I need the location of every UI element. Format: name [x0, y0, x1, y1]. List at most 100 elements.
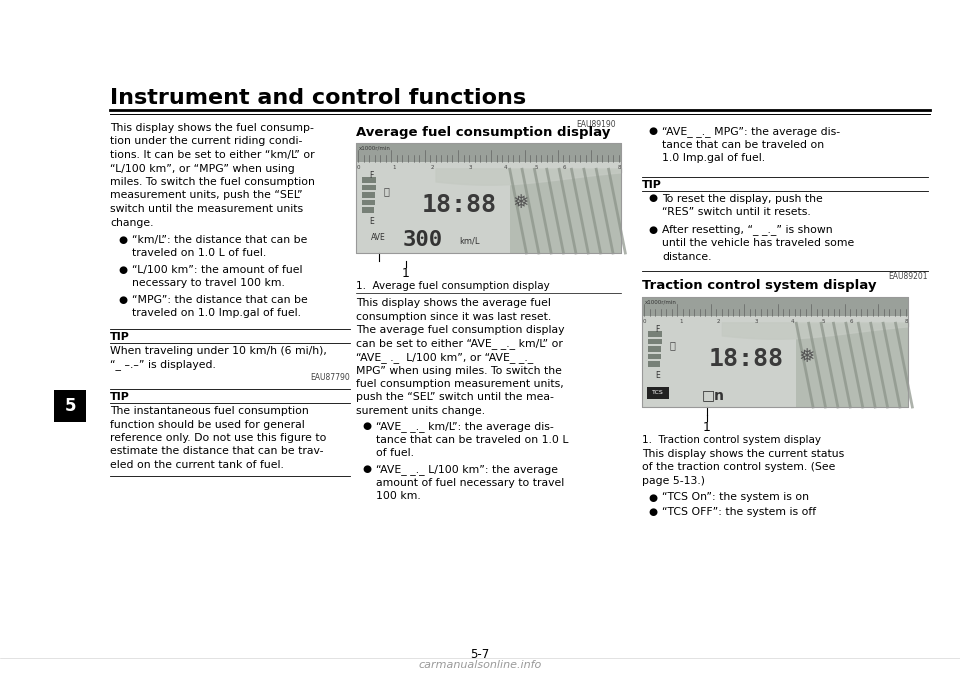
- Text: “TCS OFF”: the system is off: “TCS OFF”: the system is off: [662, 507, 816, 517]
- Text: 3: 3: [755, 319, 758, 325]
- Bar: [648, 346, 661, 352]
- Text: To reset the display, push the: To reset the display, push the: [662, 194, 823, 204]
- Text: 1.0 Imp.gal of fuel.: 1.0 Imp.gal of fuel.: [662, 153, 765, 163]
- Text: TCS: TCS: [652, 390, 664, 395]
- Text: 3: 3: [468, 165, 472, 170]
- Text: Average fuel consumption display: Average fuel consumption display: [356, 126, 611, 139]
- Text: tions. It can be set to either “km/L” or: tions. It can be set to either “km/L” or: [110, 150, 315, 160]
- Text: “L/100 km”: the amount of fuel: “L/100 km”: the amount of fuel: [132, 265, 302, 275]
- Text: miles. To switch the fuel consumption: miles. To switch the fuel consumption: [110, 177, 315, 187]
- Bar: [54, 390, 86, 422]
- Text: F: F: [369, 171, 373, 180]
- Text: 5-7: 5-7: [470, 648, 490, 661]
- Bar: [648, 331, 662, 337]
- Text: carmanualsonline.info: carmanualsonline.info: [419, 660, 541, 670]
- Text: traveled on 1.0 Imp.gal of fuel.: traveled on 1.0 Imp.gal of fuel.: [132, 308, 301, 318]
- Text: 4: 4: [504, 165, 507, 170]
- Text: fuel consumption measurement units,: fuel consumption measurement units,: [356, 379, 564, 389]
- Text: □n: □n: [702, 388, 725, 402]
- Text: EAU89190: EAU89190: [576, 120, 616, 129]
- Bar: [362, 185, 375, 190]
- Text: km/L: km/L: [459, 236, 479, 245]
- Text: can be set to either “AVE_ _._ km/L” or: can be set to either “AVE_ _._ km/L” or: [356, 339, 563, 350]
- Text: 1.  Traction control system display: 1. Traction control system display: [642, 435, 821, 445]
- Text: 0: 0: [356, 165, 360, 170]
- Text: surement units change.: surement units change.: [356, 406, 485, 416]
- Text: measurement units, push the “SEL”: measurement units, push the “SEL”: [110, 191, 302, 200]
- Text: 0: 0: [642, 319, 646, 325]
- Text: 6: 6: [563, 165, 566, 170]
- Bar: [642, 297, 908, 407]
- Text: tance that can be traveled on: tance that can be traveled on: [662, 139, 824, 149]
- Text: 4: 4: [790, 319, 794, 325]
- Text: The average fuel consumption display: The average fuel consumption display: [356, 325, 564, 335]
- Bar: [356, 143, 621, 253]
- Text: 8: 8: [617, 165, 621, 170]
- Text: AVE: AVE: [371, 233, 386, 242]
- Text: 1: 1: [679, 319, 683, 325]
- Text: 100 km.: 100 km.: [376, 491, 420, 501]
- Text: push the “SEL” switch until the mea-: push the “SEL” switch until the mea-: [356, 392, 554, 403]
- Text: “_ –.–” is displayed.: “_ –.–” is displayed.: [110, 359, 216, 371]
- Text: ●: ●: [648, 492, 657, 502]
- Text: TIP: TIP: [110, 392, 130, 402]
- Bar: [356, 143, 621, 253]
- Text: ❅: ❅: [799, 347, 815, 366]
- Text: switch until the measurement units: switch until the measurement units: [110, 204, 303, 214]
- Text: ●: ●: [648, 507, 657, 517]
- Text: “AVE_ _._ L/100 km”: the average: “AVE_ _._ L/100 km”: the average: [376, 464, 558, 475]
- Bar: [362, 177, 376, 183]
- Text: until the vehicle has traveled some: until the vehicle has traveled some: [662, 238, 854, 248]
- Text: E: E: [369, 217, 373, 225]
- Text: Traction control system display: Traction control system display: [642, 279, 876, 292]
- Text: 6: 6: [850, 319, 852, 325]
- Text: tion under the current riding condi-: tion under the current riding condi-: [110, 136, 302, 147]
- Text: ●: ●: [648, 126, 657, 136]
- Text: “L/100 km”, or “MPG” when using: “L/100 km”, or “MPG” when using: [110, 164, 295, 174]
- Text: consumption since it was last reset.: consumption since it was last reset.: [356, 312, 551, 321]
- Text: 8: 8: [904, 319, 908, 325]
- Text: reference only. Do not use this figure to: reference only. Do not use this figure t…: [110, 433, 326, 443]
- Text: function should be used for general: function should be used for general: [110, 420, 304, 430]
- Text: After resetting, “_ _._” is shown: After resetting, “_ _._” is shown: [662, 225, 832, 236]
- Text: 1: 1: [393, 165, 396, 170]
- Bar: [648, 361, 660, 367]
- Text: 2: 2: [431, 165, 434, 170]
- Text: ❅: ❅: [513, 193, 529, 212]
- Text: “AVE_ ._  L/100 km”, or “AVE_ _._: “AVE_ ._ L/100 km”, or “AVE_ _._: [356, 352, 533, 363]
- Text: “km/L”: the distance that can be: “km/L”: the distance that can be: [132, 235, 307, 245]
- Text: x1000r/min: x1000r/min: [359, 145, 391, 150]
- Text: EAU87790: EAU87790: [310, 373, 350, 382]
- Bar: [647, 387, 669, 399]
- Text: 18:88: 18:88: [708, 347, 783, 371]
- Text: 5: 5: [822, 319, 826, 325]
- Text: of the traction control system. (See: of the traction control system. (See: [642, 462, 835, 473]
- Text: traveled on 1.0 L of fuel.: traveled on 1.0 L of fuel.: [132, 249, 266, 259]
- Text: E: E: [655, 371, 660, 380]
- Bar: [648, 339, 661, 344]
- Text: ●: ●: [118, 235, 127, 245]
- Bar: [362, 200, 374, 205]
- Bar: [642, 297, 908, 316]
- Text: tance that can be traveled on 1.0 L: tance that can be traveled on 1.0 L: [376, 435, 568, 445]
- Text: Instrument and control functions: Instrument and control functions: [110, 88, 526, 108]
- Text: of fuel.: of fuel.: [376, 449, 414, 458]
- Text: “TCS On”: the system is on: “TCS On”: the system is on: [662, 492, 809, 502]
- Text: “AVE_ _._ MPG”: the average dis-: “AVE_ _._ MPG”: the average dis-: [662, 126, 840, 137]
- Text: 1: 1: [703, 421, 711, 434]
- Bar: [796, 323, 908, 407]
- Text: necessary to travel 100 km.: necessary to travel 100 km.: [132, 278, 285, 289]
- Text: ●: ●: [362, 422, 371, 431]
- Text: eled on the current tank of fuel.: eled on the current tank of fuel.: [110, 460, 284, 470]
- Text: 18:88: 18:88: [422, 193, 497, 217]
- Text: EAU89201: EAU89201: [889, 272, 928, 281]
- Text: When traveling under 10 km/h (6 mi/h),: When traveling under 10 km/h (6 mi/h),: [110, 346, 326, 356]
- Text: This display shows the fuel consump-: This display shows the fuel consump-: [110, 123, 314, 133]
- Text: This display shows the average fuel: This display shows the average fuel: [356, 298, 551, 308]
- Text: MPG” when using miles. To switch the: MPG” when using miles. To switch the: [356, 365, 562, 375]
- Text: 2: 2: [717, 319, 720, 325]
- Bar: [356, 143, 621, 162]
- Bar: [510, 169, 621, 253]
- Text: x1000r/min: x1000r/min: [645, 299, 677, 304]
- Text: “AVE_ _._ km/L”: the average dis-: “AVE_ _._ km/L”: the average dis-: [376, 422, 554, 433]
